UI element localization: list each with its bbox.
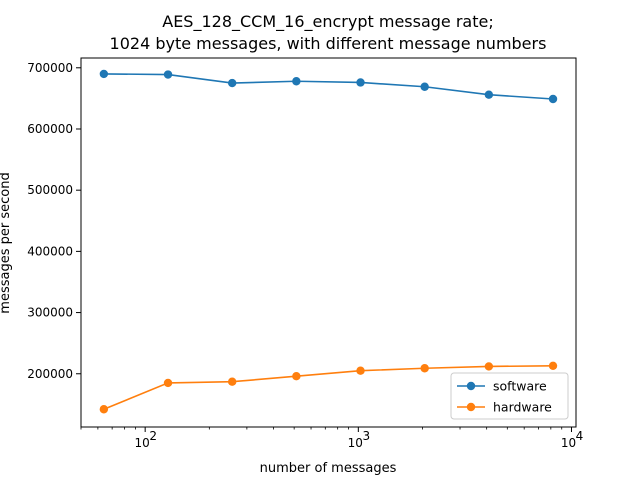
data-point-hardware bbox=[227, 377, 237, 386]
x-tick-exponent: 3 bbox=[363, 429, 371, 443]
data-point-hardware bbox=[356, 366, 365, 375]
data-point-hardware bbox=[420, 364, 429, 373]
x-tick-label: 10 bbox=[348, 436, 363, 450]
data-point-software bbox=[227, 78, 237, 88]
chart-title-line-1: AES_128_CCM_16_encrypt message rate; bbox=[162, 12, 493, 32]
data-point-software bbox=[292, 77, 301, 86]
data-point-software bbox=[548, 94, 558, 104]
data-point-hardware bbox=[99, 405, 109, 414]
y-tick-label: 500000 bbox=[27, 183, 73, 197]
plot-frame bbox=[80, 57, 577, 428]
y-tick-label: 600000 bbox=[27, 122, 73, 136]
data-point-software bbox=[356, 78, 365, 87]
x-tick-exponent: 4 bbox=[576, 429, 584, 443]
legend-label-software: software bbox=[493, 379, 547, 394]
chart-title-line-2: 1024 byte messages, with different messa… bbox=[110, 34, 547, 53]
series-line-hardware bbox=[103, 365, 554, 410]
data-point-software bbox=[484, 90, 494, 99]
y-tick-label: 300000 bbox=[27, 306, 73, 320]
data-point-software bbox=[163, 70, 173, 79]
y-tick-label: 700000 bbox=[27, 61, 73, 75]
legend-marker-software bbox=[466, 381, 476, 391]
y-tick-label: 200000 bbox=[27, 367, 73, 381]
y-axis-ticks: 200000 300000 400000 500000 600000 700000 bbox=[27, 61, 81, 381]
y-tick-label: 400000 bbox=[27, 244, 73, 258]
plot-area bbox=[81, 58, 576, 427]
data-point-hardware bbox=[548, 361, 558, 371]
x-tick-label: 10 bbox=[135, 436, 150, 450]
data-point-software bbox=[99, 69, 109, 79]
y-axis-label: messages per second bbox=[0, 172, 13, 313]
x-tick-exponent: 2 bbox=[149, 429, 157, 443]
x-axis-ticks: 10 2 10 3 10 4 bbox=[80, 427, 584, 450]
data-series bbox=[99, 69, 558, 414]
x-axis-label: number of messages bbox=[260, 461, 397, 476]
x-tick-label: 10 bbox=[561, 436, 576, 450]
legend-marker-hardware bbox=[466, 402, 476, 412]
series-line-software bbox=[103, 73, 554, 100]
legend: software hardware bbox=[450, 372, 569, 420]
legend-label-hardware: hardware bbox=[493, 400, 552, 415]
data-point-hardware bbox=[163, 378, 173, 388]
data-point-software bbox=[420, 82, 429, 91]
data-point-hardware bbox=[292, 372, 301, 381]
data-point-hardware bbox=[484, 362, 494, 371]
